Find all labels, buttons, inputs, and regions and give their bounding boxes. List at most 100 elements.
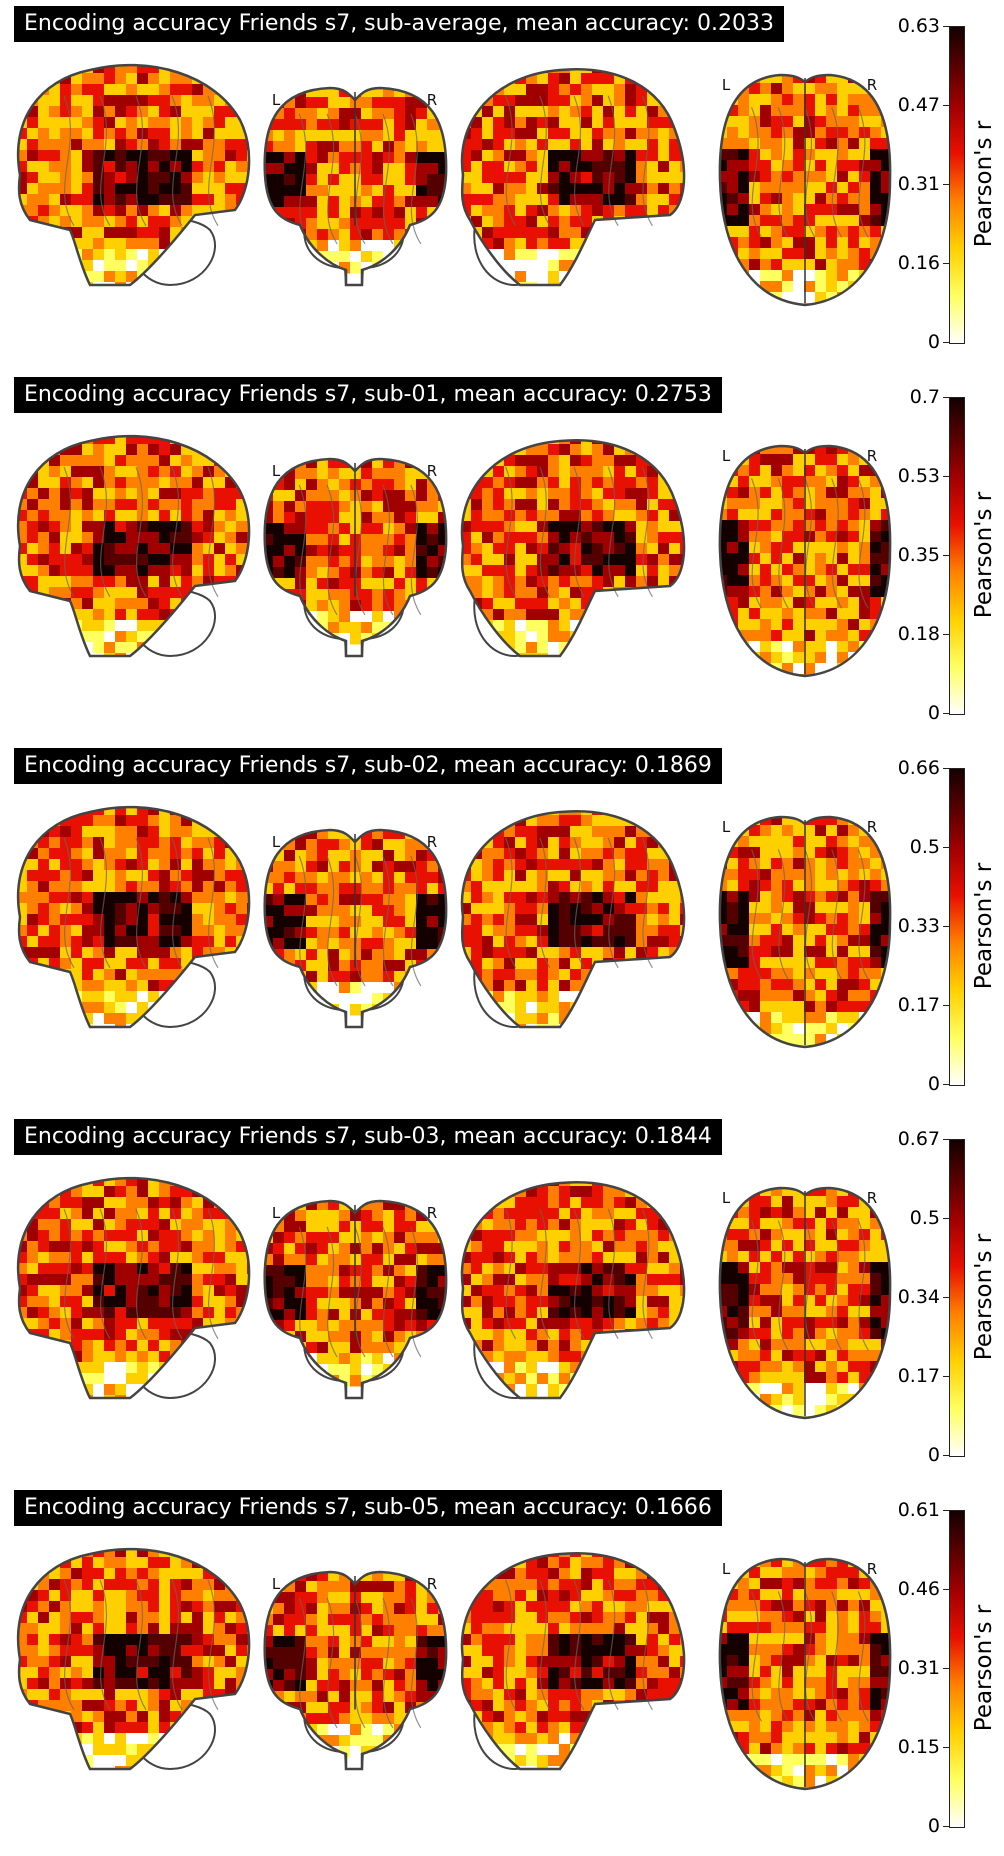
colorbar-tick-label: 0.7	[910, 386, 940, 408]
colorbar	[949, 26, 965, 344]
colorbar-tick-mark	[943, 1139, 949, 1140]
colorbar-tick-mark	[943, 263, 949, 264]
colorbar-tick-label: 0.47	[898, 94, 940, 116]
colorbar-tick-label: 0.17	[898, 1365, 940, 1387]
brain-right-sagittal-view	[460, 1546, 692, 1778]
colorbar-label: Pearson's r	[971, 1605, 997, 1731]
colorbar-tick-label: 0.61	[898, 1499, 940, 1521]
hemisphere-label-right: R	[867, 1560, 877, 1578]
brain-right-sagittal-view	[460, 804, 692, 1036]
colorbar-tick-mark	[943, 1826, 949, 1827]
colorbar	[949, 1139, 965, 1457]
colorbar-tick-mark	[943, 634, 949, 635]
colorbar-tick-label: 0	[928, 1444, 940, 1466]
colorbar-tick-label: 0.16	[898, 252, 940, 274]
brain-coronal-view	[262, 457, 450, 656]
colorbar-tick-label: 0.46	[898, 1578, 940, 1600]
brain-left-sagittal-view	[16, 62, 259, 294]
brain-coronal-view	[262, 828, 450, 1027]
colorbar-tick-mark	[943, 184, 949, 185]
colorbar-tick-mark	[943, 847, 949, 848]
brain-left-sagittal-view	[16, 804, 259, 1036]
hemisphere-label-left: L	[722, 818, 731, 836]
brain-axial-view	[716, 1185, 904, 1428]
panel-sub-02: Encoding accuracy Friends s7, sub-02, me…	[0, 742, 1004, 1114]
hemisphere-label-left: L	[272, 1204, 281, 1222]
panel-sub-average: Encoding accuracy Friends s7, sub-averag…	[0, 0, 1004, 372]
brain-axial-view	[716, 1556, 904, 1799]
hemisphere-label-left: L	[722, 76, 731, 94]
colorbar-tick-mark	[943, 476, 949, 477]
hemisphere-label-left: L	[272, 462, 281, 480]
brain-left-sagittal-view	[16, 1546, 259, 1778]
colorbar-tick-mark	[943, 1376, 949, 1377]
hemisphere-label-left: L	[722, 1560, 731, 1578]
colorbar-tick-label: 0.67	[898, 1128, 940, 1150]
brain-axial-view	[716, 814, 904, 1057]
hemisphere-label-left: L	[722, 447, 731, 465]
panel-sub-05: Encoding accuracy Friends s7, sub-05, me…	[0, 1484, 1004, 1856]
brain-coronal-view	[262, 86, 450, 285]
hemisphere-label-left: L	[272, 91, 281, 109]
hemisphere-label-right: R	[867, 447, 877, 465]
colorbar-tick-mark	[943, 1084, 949, 1085]
brain-left-sagittal-view	[16, 433, 259, 665]
brain-axial-view	[716, 72, 904, 315]
brain-left-sagittal-view	[16, 1175, 259, 1407]
colorbar-label: Pearson's r	[971, 1234, 997, 1360]
colorbar-tick-mark	[943, 713, 949, 714]
hemisphere-label-right: R	[867, 1189, 877, 1207]
colorbar	[949, 768, 965, 1086]
colorbar-tick-mark	[943, 26, 949, 27]
colorbar-label: Pearson's r	[971, 121, 997, 247]
colorbar-tick-label: 0.15	[898, 1736, 940, 1758]
colorbar-tick-label: 0.66	[898, 757, 940, 779]
colorbar-tick-mark	[943, 397, 949, 398]
colorbar-tick-mark	[943, 1747, 949, 1748]
colorbar-tick-label: 0.17	[898, 994, 940, 1016]
colorbar-tick-mark	[943, 1218, 949, 1219]
colorbar-tick-label: 0.63	[898, 15, 940, 37]
colorbar-tick-mark	[943, 105, 949, 106]
colorbar-tick-mark	[943, 1589, 949, 1590]
colorbar-label: Pearson's r	[971, 863, 997, 989]
brain-right-sagittal-view	[460, 1175, 692, 1407]
panel-sub-03: Encoding accuracy Friends s7, sub-03, me…	[0, 1113, 1004, 1485]
hemisphere-label-right: R	[867, 818, 877, 836]
hemisphere-label-right: R	[427, 91, 437, 109]
hemisphere-label-left: L	[272, 833, 281, 851]
colorbar-tick-label: 0.5	[910, 1207, 940, 1229]
brain-coronal-view	[262, 1570, 450, 1769]
colorbar-tick-mark	[943, 768, 949, 769]
colorbar-tick-label: 0.5	[910, 836, 940, 858]
hemisphere-label-left: L	[722, 1189, 731, 1207]
colorbar-tick-mark	[943, 1510, 949, 1511]
colorbar-tick-label: 0.34	[898, 1286, 940, 1308]
colorbar	[949, 1510, 965, 1828]
colorbar-tick-label: 0.53	[898, 465, 940, 487]
hemisphere-label-left: L	[272, 1575, 281, 1593]
colorbar-label: Pearson's r	[971, 492, 997, 618]
colorbar-tick-label: 0.31	[898, 1657, 940, 1679]
colorbar-tick-label: 0	[928, 1073, 940, 1095]
colorbar-tick-label: 0.18	[898, 623, 940, 645]
brain-axial-view	[716, 443, 904, 686]
colorbar-tick-mark	[943, 1455, 949, 1456]
colorbar-tick-label: 0	[928, 1815, 940, 1837]
panel-sub-01: Encoding accuracy Friends s7, sub-01, me…	[0, 371, 1004, 743]
colorbar-tick-mark	[943, 1005, 949, 1006]
colorbar-tick-label: 0.31	[898, 173, 940, 195]
colorbar-tick-mark	[943, 1668, 949, 1669]
brain-right-sagittal-view	[460, 62, 692, 294]
colorbar-tick-label: 0	[928, 331, 940, 353]
hemisphere-label-right: R	[427, 1204, 437, 1222]
colorbar-tick-mark	[943, 1297, 949, 1298]
colorbar-tick-mark	[943, 342, 949, 343]
brain-right-sagittal-view	[460, 433, 692, 665]
hemisphere-label-right: R	[427, 462, 437, 480]
colorbar-tick-label: 0	[928, 702, 940, 724]
colorbar	[949, 397, 965, 715]
